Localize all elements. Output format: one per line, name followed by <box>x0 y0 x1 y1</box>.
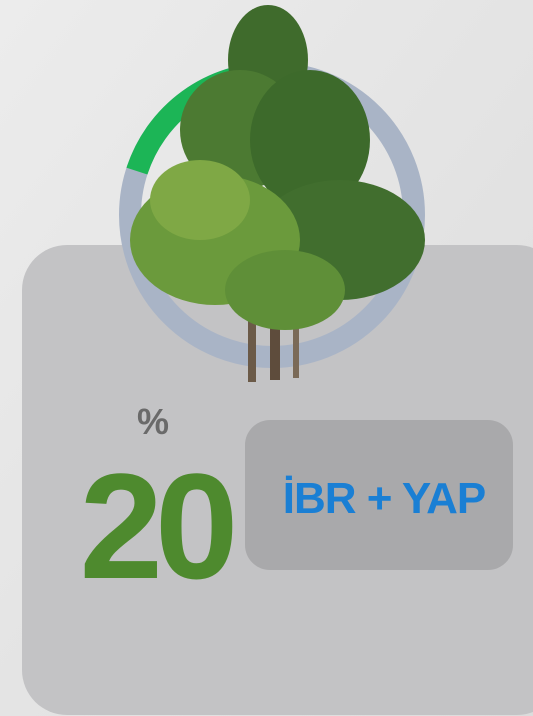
percent-symbol: % <box>137 401 169 442</box>
percent-value: 20 <box>80 442 233 610</box>
label: İBR + YAP <box>283 474 486 523</box>
label-box <box>245 420 513 570</box>
tree <box>130 5 425 382</box>
